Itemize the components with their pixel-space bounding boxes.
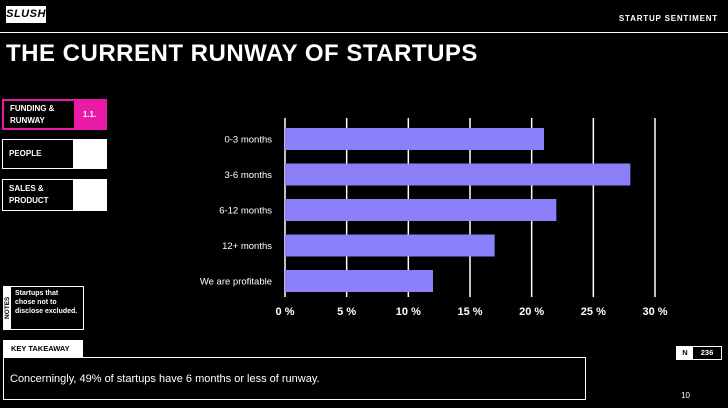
category-label: 0-3 months (224, 135, 272, 146)
slush-logo: SLUSH (6, 6, 46, 23)
x-tick-label: 20 % (519, 306, 544, 318)
tab-label: PEOPLE (3, 140, 73, 168)
x-tick-label: 25 % (581, 306, 606, 318)
page-number: 10 (681, 391, 690, 400)
category-label: 6-12 months (219, 206, 272, 217)
bar (285, 163, 631, 186)
bar (285, 128, 544, 150)
x-tick-label: 15 % (457, 306, 482, 318)
bar (285, 270, 433, 292)
key-takeaway-text: Concerningly, 49% of startups have 6 mon… (10, 372, 320, 385)
tab-funding-runway[interactable]: FUNDING & RUNWAY 1.1. (2, 99, 107, 130)
x-tick-label: 30 % (642, 306, 667, 318)
notes-box: NOTES Startups that chose not to disclos… (3, 286, 84, 330)
x-tick-label: 10 % (396, 306, 421, 318)
sample-size-label: N (677, 347, 693, 359)
tab-label: SALES & PRODUCT (3, 180, 73, 210)
category-label: 12+ months (222, 241, 272, 252)
tab-label: FUNDING & RUNWAY (4, 101, 74, 128)
bar (285, 199, 557, 221)
category-label: 3-6 months (224, 170, 272, 181)
tab-sub-label: 1.1. (74, 101, 105, 128)
tab-sub-label (73, 180, 106, 210)
page-title: THE CURRENT RUNWAY OF STARTUPS (6, 40, 478, 67)
tab-people[interactable]: PEOPLE (2, 139, 107, 169)
tab-sub-label (73, 140, 106, 168)
x-tick-label: 5 % (337, 306, 356, 318)
category-label: We are profitable (200, 277, 272, 288)
tab-sales-product[interactable]: SALES & PRODUCT (2, 179, 107, 211)
notes-text: Startups that chose not to disclose excl… (15, 290, 78, 315)
x-tick-label: 0 % (276, 306, 295, 318)
sample-size-badge: N 236 (676, 346, 722, 360)
header-divider (0, 32, 728, 33)
key-takeaway-box: Concerningly, 49% of startups have 6 mon… (3, 357, 586, 400)
section-label: STARTUP SENTIMENT (618, 14, 718, 23)
key-takeaway-label: KEY TAKEAWAY (3, 340, 83, 357)
bar (285, 234, 495, 257)
sample-size-value: 236 (700, 348, 714, 357)
